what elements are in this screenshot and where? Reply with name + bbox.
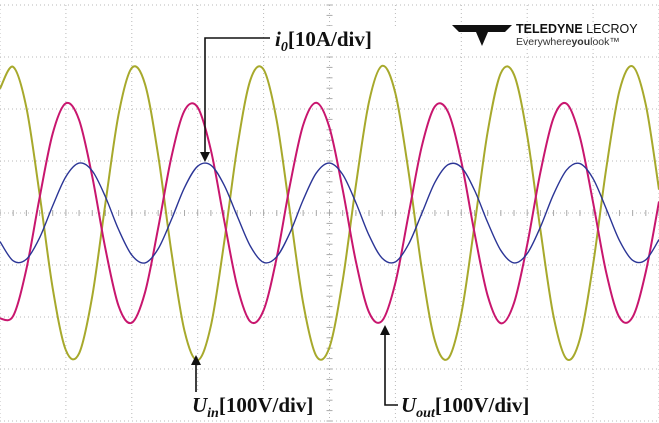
scope-screen: TELEDYNE LECROY Everywhereyoulook™ i0[10… — [0, 0, 659, 423]
label-unit: [10A/div] — [288, 27, 372, 51]
label-unit: [100V/div] — [435, 393, 530, 417]
label-i0: i0[10A/div] — [275, 27, 372, 55]
tagline-bold: you — [571, 36, 590, 48]
label-unit: [100V/div] — [219, 393, 314, 417]
label-sub: out — [416, 406, 436, 421]
logo-brand: TELEDYNE LECROY — [516, 22, 638, 36]
tagline-start: Everywhere — [516, 36, 572, 48]
logo-tagline: Everywhereyoulook™ — [516, 36, 620, 48]
logo-brand-light: LECROY — [586, 22, 638, 36]
tagline-end: look™ — [590, 36, 620, 48]
label-sub: 0 — [281, 40, 288, 55]
label-sub: in — [207, 406, 219, 421]
logo-brand-bold: TELEDYNE — [516, 22, 583, 36]
